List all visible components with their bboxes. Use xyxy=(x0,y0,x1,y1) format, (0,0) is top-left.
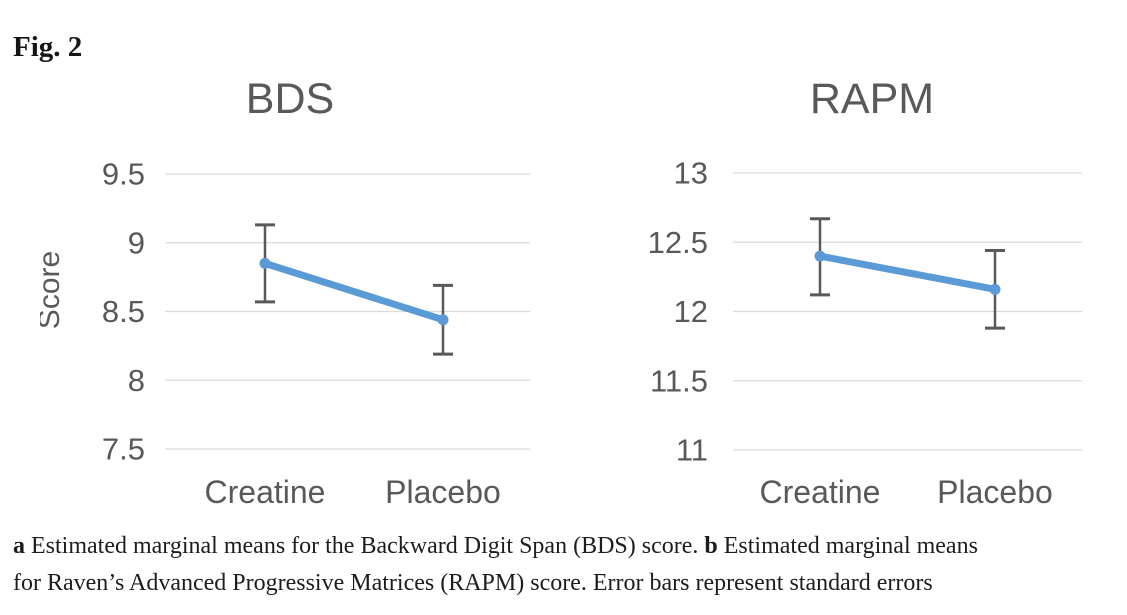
data-point-marker xyxy=(989,283,1001,295)
caption-line: a Estimated marginal means for the Backw… xyxy=(13,528,978,565)
figure-caption: a Estimated marginal means for the Backw… xyxy=(13,528,978,602)
chart-title: RAPM xyxy=(810,75,934,123)
caption-text: Estimated marginal means for the Backwar… xyxy=(25,533,705,559)
y-tick-label: 13 xyxy=(674,156,708,191)
y-axis-title: Score xyxy=(40,251,66,329)
rapm-chart: 13 12.5 12 11.5 11 RAPM Creatine Placebo xyxy=(648,75,1082,510)
panel-letter: a xyxy=(13,533,25,559)
bds-chart: 9.5 9 8.5 8 7.5 BDS Score Creatine Placebo xyxy=(40,75,530,510)
x-category-label: Placebo xyxy=(385,474,501,510)
y-tick-label: 7.5 xyxy=(102,432,145,467)
caption-line: for Raven’s Advanced Progressive Matrice… xyxy=(13,565,978,602)
y-tick-label: 11 xyxy=(676,433,708,468)
y-tick-label: 12.5 xyxy=(648,225,708,260)
caption-text: for Raven’s Advanced Progressive Matrice… xyxy=(13,570,933,596)
caption-text: Estimated marginal means xyxy=(717,533,978,559)
data-point-marker xyxy=(437,314,449,326)
x-category-label: Placebo xyxy=(937,474,1053,510)
y-tick-label: 9.5 xyxy=(102,157,145,192)
data-point-marker xyxy=(259,257,271,269)
chart-title: BDS xyxy=(246,75,334,123)
y-tick-label: 8 xyxy=(128,363,145,398)
series-line xyxy=(816,252,999,293)
y-tick-label: 12 xyxy=(674,294,708,329)
x-category-label: Creatine xyxy=(205,474,326,510)
panel-letter: b xyxy=(704,533,718,559)
y-tick-label: 11.5 xyxy=(650,363,708,398)
data-point-marker xyxy=(814,250,826,262)
figure-label: Fig. 2 xyxy=(13,31,83,63)
y-tick-label: 9 xyxy=(128,225,145,260)
series-line xyxy=(261,259,447,324)
y-tick-label: 8.5 xyxy=(102,294,145,329)
x-category-label: Creatine xyxy=(760,474,881,510)
